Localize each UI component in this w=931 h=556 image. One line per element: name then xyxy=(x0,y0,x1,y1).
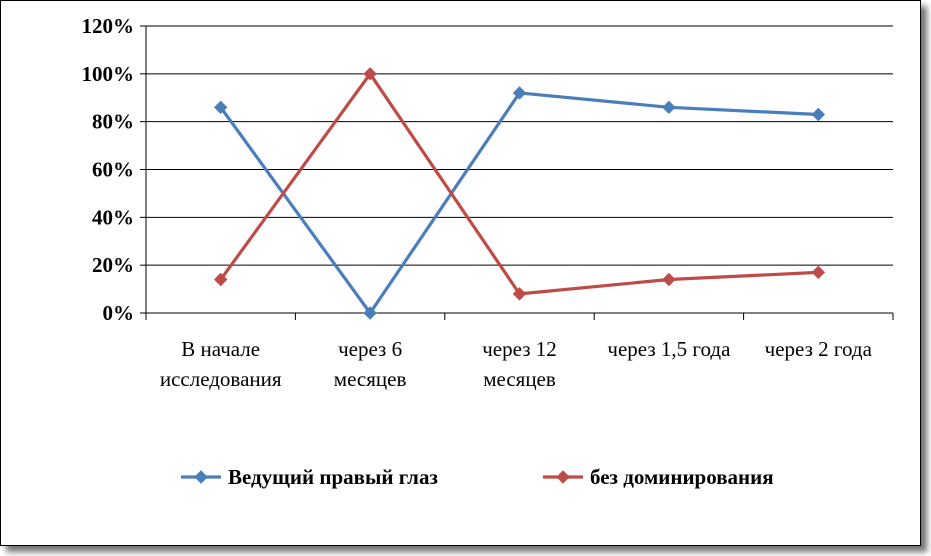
y-tick-label: 0% xyxy=(103,301,135,325)
axes xyxy=(140,25,894,320)
legend-marker xyxy=(194,470,208,484)
x-tick-label: В начале исследования xyxy=(160,337,282,391)
data-point-marker xyxy=(363,306,377,320)
legend-item-1: Ведущий правый глаз xyxy=(181,465,438,489)
legend: Ведущий правый глаз без доминирования xyxy=(181,465,774,489)
data-point-marker xyxy=(662,272,676,287)
legend-item-2: без доминирования xyxy=(543,465,774,489)
data-point-marker xyxy=(662,100,676,115)
data-point-marker xyxy=(363,67,377,81)
x-tick-label: через 12 месяцев xyxy=(482,337,557,391)
legend-label: Ведущий правый глаз xyxy=(228,465,438,489)
y-tick-label: 120% xyxy=(82,14,135,38)
y-tick-label: 100% xyxy=(82,62,135,86)
data-point-marker xyxy=(811,107,826,122)
x-axis-tick-labels: В начале исследования через 6 месяцев через … xyxy=(160,337,873,391)
gridlines xyxy=(146,25,893,266)
legend-marker xyxy=(556,470,570,484)
y-tick-label: 40% xyxy=(92,205,134,229)
chart-frame xyxy=(0,0,921,546)
data-point-marker xyxy=(213,272,228,287)
data-point-marker xyxy=(811,265,826,280)
y-tick-label: 60% xyxy=(92,158,134,182)
x-tick-label: через 6 месяцев xyxy=(334,337,407,391)
data-point-marker xyxy=(512,86,527,100)
series-line-2 xyxy=(219,72,819,296)
legend-label: без доминирования xyxy=(590,465,774,489)
y-tick-label: 80% xyxy=(92,110,134,134)
x-tick-label: через 1,5 года xyxy=(607,337,731,361)
data-point-marker xyxy=(512,287,527,301)
data-point-marker xyxy=(213,100,228,115)
series-line-1 xyxy=(219,91,819,315)
data-series xyxy=(213,67,826,320)
y-axis-tick-labels: 0% 20% 40% 60% 80% 100% 120% xyxy=(82,14,135,325)
x-tick-label: через 2 года xyxy=(765,337,873,361)
y-tick-label: 20% xyxy=(92,253,134,277)
